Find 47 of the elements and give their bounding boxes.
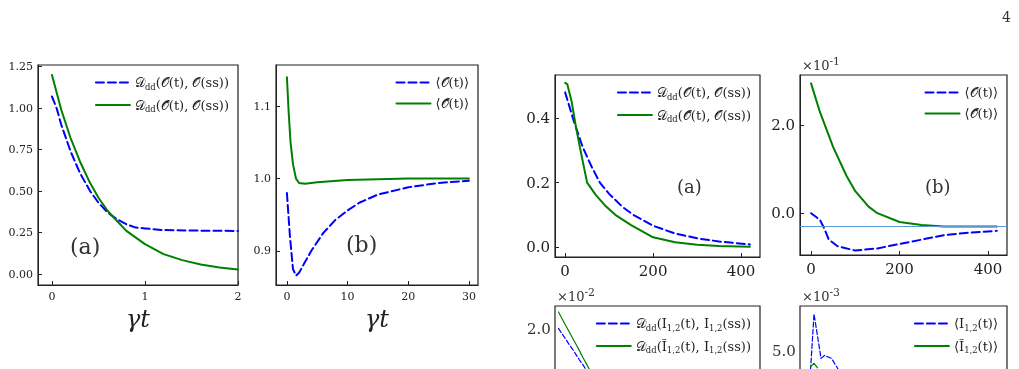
x-tick-label: 20: [401, 290, 416, 303]
x-tick-label: 2: [234, 290, 242, 303]
legend-label: ⟨𝒪(t)⟩: [964, 85, 998, 100]
y-tick-label: 1.0: [253, 172, 271, 186]
line-series: [285, 76, 470, 185]
annotation: (a): [677, 176, 702, 197]
text: ×10$^{-3}$: [802, 286, 840, 305]
legend-label: ⟨𝒪̃(t)⟩: [435, 96, 469, 111]
y-tick-label: 0.4: [526, 109, 550, 128]
x-tick-label: 0: [283, 290, 291, 303]
y-tick-label: 0.25: [8, 226, 33, 240]
x-axis-title: γt: [365, 305, 390, 333]
legend-label: ⟨𝒪(t)⟩: [435, 75, 469, 90]
text: ×10$^{-2}$: [557, 286, 595, 305]
y-tick-label: 0.75: [8, 143, 33, 157]
text: 4: [1002, 9, 1011, 25]
legend-label: ⟨𝒪̃(t)⟩: [964, 106, 998, 121]
line-series: [50, 73, 239, 271]
y-tick-label: 0.50: [8, 184, 33, 198]
line-series: [810, 212, 998, 252]
x-tick-label: 30: [461, 290, 476, 303]
y-tick-label: 0.00: [8, 267, 33, 281]
x-tick-label: 200: [638, 261, 668, 280]
text: ×10$^{-1}$: [802, 55, 840, 74]
x-tick-label: 0: [48, 290, 56, 303]
y-tick-label: 0.2: [526, 173, 550, 192]
y-tick-label: 1.25: [8, 60, 33, 74]
line-series: [810, 82, 998, 228]
x-tick-label: 0: [560, 261, 570, 280]
x-tick-label: 200: [885, 259, 914, 278]
annotation: (b): [925, 176, 951, 197]
y-tick-label: 0.9: [253, 244, 271, 258]
line-series: [285, 179, 470, 277]
annotation: (b): [346, 232, 378, 257]
y-tick-label: 1.00: [8, 101, 33, 115]
x-tick-label: 0: [806, 259, 816, 278]
line-series: [50, 95, 239, 232]
y-tick-label: 0.0: [771, 204, 795, 223]
x-tick-label: 10: [340, 290, 355, 303]
x-tick-label: 400: [973, 259, 1003, 278]
x-axis-title: γt: [126, 305, 151, 333]
y-tick-label: 0.0: [526, 238, 550, 257]
x-tick-label: 400: [726, 261, 756, 280]
x-tick-label: 1: [141, 290, 149, 303]
y-tick-label: 1.1: [253, 99, 271, 113]
annotation: (a): [70, 234, 101, 259]
text: 5.0: [772, 342, 796, 360]
